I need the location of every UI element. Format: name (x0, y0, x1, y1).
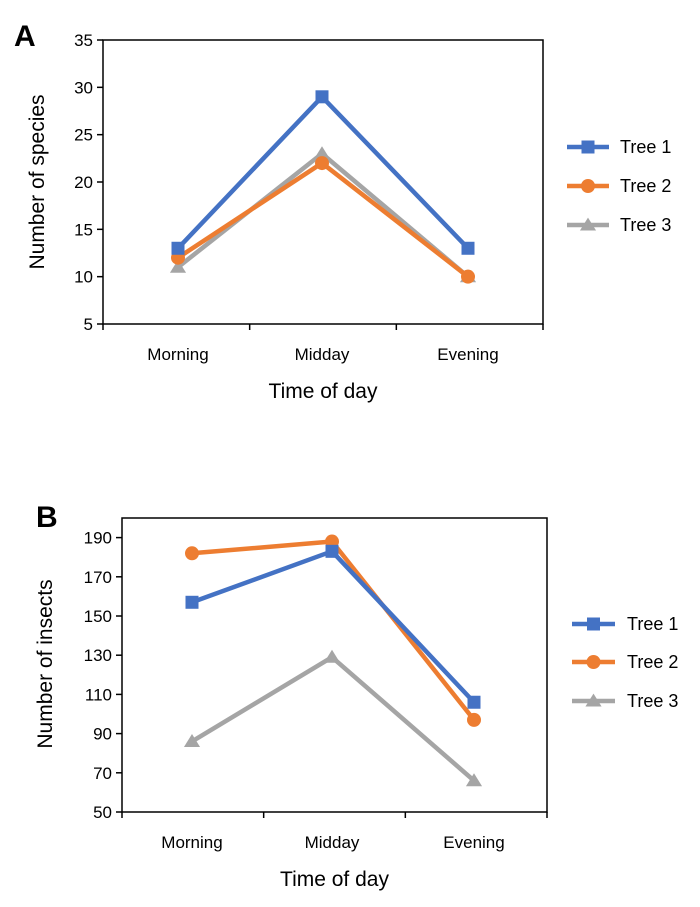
data-point-tree-1 (325, 544, 339, 558)
y-tick-label: 90 (93, 725, 112, 744)
legend-marker (579, 217, 597, 231)
y-tick-label: 5 (84, 315, 93, 334)
data-point-tree-3 (465, 773, 483, 787)
y-tick-label: 30 (74, 78, 93, 97)
series-line-tree-2 (191, 539, 476, 722)
y-tick-label: 150 (84, 607, 112, 626)
x-tick-label: Evening (437, 345, 498, 364)
legend-label: Tree 3 (627, 691, 678, 711)
legend-label: Tree 2 (627, 652, 678, 672)
y-tick-label: 50 (93, 803, 112, 822)
data-point-tree-2 (185, 546, 199, 561)
x-tick-label: Midday (295, 345, 350, 364)
data-point-tree-1 (171, 241, 185, 255)
y-tick-label: 70 (93, 764, 112, 783)
data-point-tree-1 (467, 695, 481, 709)
x-axis-title: Time of day (269, 380, 378, 403)
series-line-tree-1 (176, 94, 470, 250)
legend-label: Tree 1 (620, 137, 671, 157)
y-tick-label: 130 (84, 646, 112, 665)
y-tick-label: 170 (84, 568, 112, 587)
legend-marker (581, 179, 595, 193)
y-tick-label: 190 (84, 529, 112, 548)
series-line-tree-1 (191, 549, 476, 704)
x-axis-title: Time of day (280, 868, 389, 891)
y-tick-label: 35 (74, 31, 93, 50)
legend-marker (587, 617, 600, 631)
legend-marker (585, 693, 602, 707)
legend-label: Tree 3 (620, 215, 671, 235)
legend-marker (581, 140, 595, 154)
series-line-tree-3 (190, 654, 476, 783)
x-tick-label: Midday (305, 833, 360, 852)
chart-panel-a: A 5 10 15 20 25 30 35 Morning Midday Evening Time o… (14, 20, 671, 403)
y-axis-title: Number of species (26, 94, 49, 269)
y-axis-title: Number of insects (34, 579, 57, 748)
plot-area-frame (121, 517, 548, 813)
series-line-tree-3 (176, 151, 470, 279)
chart-panel-b: B 50 70 90 110 130 150 170 190 Morning Midday Eveni… (34, 501, 678, 891)
x-tick-label: Morning (147, 345, 208, 364)
panel-label: B (36, 501, 58, 534)
data-point-tree-2 (461, 269, 475, 284)
y-tick-label: 10 (74, 268, 93, 287)
data-point-tree-1 (315, 90, 329, 104)
x-tick-label: Evening (443, 833, 504, 852)
legend-label: Tree 1 (627, 614, 678, 634)
data-point-tree-1 (185, 595, 199, 609)
data-point-tree-3 (313, 146, 331, 160)
y-tick-label: 25 (74, 126, 93, 145)
y-tick-label: 20 (74, 173, 93, 192)
data-point-tree-1 (461, 241, 475, 255)
y-tick-label: 110 (85, 685, 112, 704)
plot-area-frame (102, 39, 544, 325)
y-tick-label: 15 (74, 220, 93, 239)
legend-marker (586, 655, 601, 669)
panel-label: A (14, 20, 36, 53)
data-point-tree-3 (183, 734, 201, 747)
data-point-tree-2 (467, 712, 481, 727)
data-point-tree-3 (169, 259, 187, 273)
series-line-tree-2 (176, 160, 470, 279)
legend-label: Tree 2 (620, 176, 671, 196)
data-point-tree-2 (315, 156, 329, 171)
data-point-tree-3 (323, 649, 341, 663)
x-tick-label: Morning (161, 833, 222, 852)
